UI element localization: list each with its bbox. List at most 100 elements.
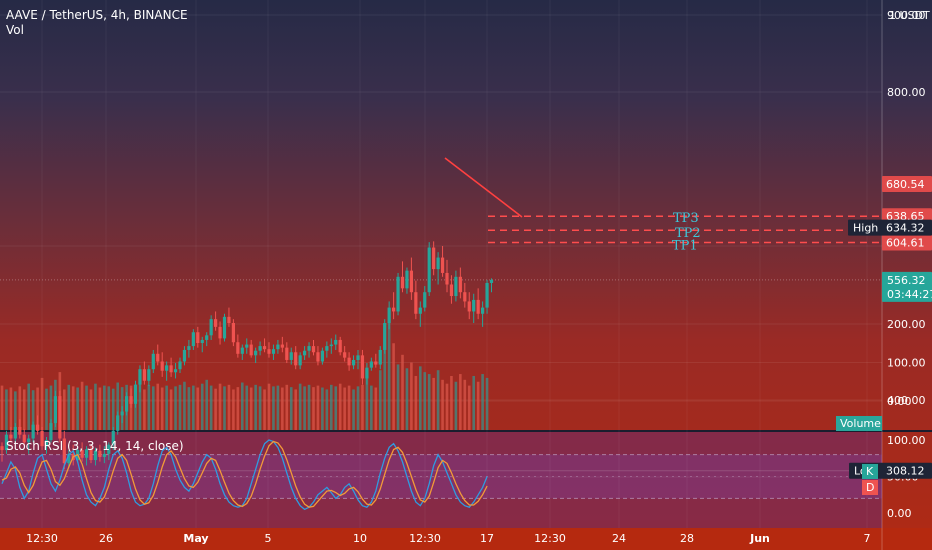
target-label-tp3: TP3	[673, 211, 699, 226]
candle-body	[383, 323, 387, 350]
symbol-title[interactable]: AAVE / TetherUS, 4h, BINANCE	[6, 8, 188, 22]
candle-body	[214, 319, 218, 327]
volume-bar	[245, 385, 249, 430]
stoch-rsi-title[interactable]: Stoch RSI (3, 3, 14, 14, close)	[6, 439, 184, 453]
candle-body	[476, 299, 480, 314]
candle-body	[334, 339, 338, 345]
candle-body	[440, 257, 445, 273]
volume-bar	[9, 387, 13, 430]
stoch-rsi-d-line	[1, 440, 488, 508]
volume-bar	[289, 387, 293, 430]
volume-bar	[396, 364, 400, 430]
candle-body	[294, 352, 298, 366]
volume-bar	[36, 387, 39, 430]
candle-body	[53, 396, 57, 424]
volume-bar	[27, 383, 30, 430]
volume-bar	[49, 385, 53, 430]
volume-bar	[31, 390, 35, 430]
stoch-k-badge[interactable]: K	[866, 465, 874, 478]
volume-bar	[71, 386, 75, 430]
stoch-d-badge[interactable]: D	[866, 481, 874, 494]
high-tag-value[interactable]: 634.32	[886, 222, 925, 235]
time-tick-label: 10	[353, 532, 367, 545]
volume-bar	[307, 384, 311, 430]
candle-body	[369, 361, 373, 368]
candle-body	[489, 279, 494, 283]
volume-bar	[169, 389, 173, 430]
candle-body	[227, 316, 231, 323]
volume-bar	[450, 375, 453, 430]
volume-bar	[481, 374, 484, 430]
candle-body	[138, 369, 142, 385]
candle-body	[222, 316, 227, 339]
candle-body	[111, 430, 115, 445]
candle-body	[262, 346, 267, 350]
stoch-rsi-pane: Stoch RSI (3, 3, 14, 14, close)	[1, 439, 488, 511]
candle-body	[329, 344, 333, 347]
last-price-tag-bg	[882, 271, 932, 302]
candle-body	[392, 307, 396, 312]
volume-bar	[436, 370, 440, 430]
candle-body	[120, 411, 124, 416]
descending-trendline[interactable]	[444, 157, 523, 218]
candle-body	[133, 384, 138, 404]
candle-body	[325, 346, 329, 351]
low-tag-value[interactable]: 308.12	[886, 465, 925, 478]
volume-bar	[321, 387, 324, 430]
candle-body	[343, 352, 347, 358]
volume-bar	[267, 383, 271, 430]
candle-body	[307, 346, 311, 351]
price-tag-680-bg	[882, 175, 932, 192]
volume-bar	[156, 383, 160, 430]
candle-body	[40, 430, 44, 447]
time-tick-label: 26	[99, 532, 113, 545]
volume-bar	[459, 374, 462, 430]
candle-body	[98, 450, 102, 457]
candle-body	[182, 349, 187, 362]
volume-bar	[414, 375, 418, 430]
volume-bar	[334, 386, 338, 430]
volume-tag[interactable]: Volume	[840, 417, 881, 430]
volume-bar	[196, 387, 200, 430]
price-tag-604[interactable]: 604.61	[886, 236, 925, 249]
volume-bar	[232, 389, 235, 430]
volume-bar	[103, 385, 106, 430]
candle-body	[356, 355, 360, 360]
stoch-rsi-tick-label: 100.00	[887, 434, 926, 447]
volume-tick-label: 100.00	[887, 357, 926, 370]
candle-body	[400, 276, 405, 289]
price-tick-label: 900.00	[887, 9, 926, 22]
volume-bar	[312, 387, 315, 430]
volume-bar	[378, 370, 382, 430]
volume-bar	[138, 379, 142, 430]
volume-bar	[183, 381, 186, 430]
candle-body	[271, 349, 276, 354]
candlesticks	[0, 241, 494, 470]
candle-body	[320, 350, 324, 362]
volume-bar	[134, 387, 137, 430]
volume-bar	[316, 385, 320, 430]
volume-bar	[67, 384, 71, 430]
candle-body	[445, 272, 449, 285]
time-tick-label: 17	[480, 532, 494, 545]
price-tag-680[interactable]: 680.54	[886, 178, 925, 191]
last-price-tag[interactable]: 556.32	[887, 274, 926, 287]
time-tick-label: 24	[612, 532, 626, 545]
volume-bar	[129, 385, 133, 430]
volume-bar	[236, 387, 240, 430]
target-label-tp1: TP1	[672, 238, 698, 253]
candle-body	[387, 307, 391, 323]
volume-bar	[392, 343, 395, 430]
volume-bar	[285, 384, 289, 430]
candle-body	[303, 350, 307, 356]
candle-body	[258, 346, 262, 351]
candle-body	[316, 352, 320, 362]
volume-indicator-label[interactable]: Vol	[6, 23, 24, 37]
grid-lines	[0, 454, 882, 499]
volume-bar	[40, 377, 44, 430]
candle-body	[22, 434, 26, 443]
stoch-rsi-background	[0, 432, 882, 528]
